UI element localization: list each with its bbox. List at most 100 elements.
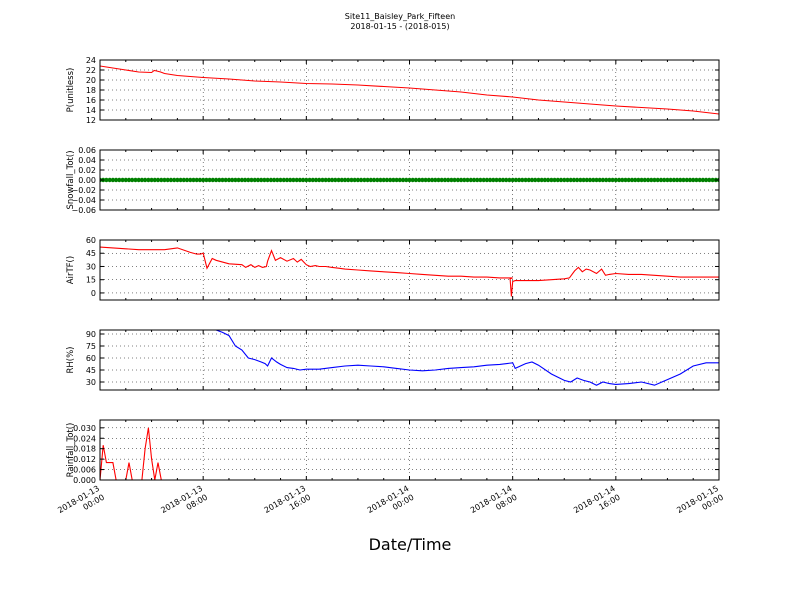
data-point: [671, 177, 677, 183]
data-point: [265, 177, 270, 183]
data-point: [362, 177, 367, 183]
data-point: [668, 177, 673, 183]
y-tick-label: 0.018: [73, 445, 96, 454]
data-point: [413, 177, 419, 183]
data-point: [284, 177, 290, 183]
y-tick-label: 90: [86, 330, 96, 339]
data-point: [139, 177, 145, 183]
data-point: [310, 177, 315, 183]
chart-title: Site11_Baisley_Park_Fifteen: [345, 12, 455, 21]
data-point: [475, 177, 480, 183]
data-point: [110, 177, 116, 183]
data-point: [623, 177, 628, 183]
data-point: [175, 177, 180, 183]
data-point: [194, 177, 199, 183]
y-tick-label: 0.012: [73, 455, 96, 464]
data-point: [107, 177, 112, 183]
data-point: [304, 177, 309, 183]
x-ticks: [99, 240, 720, 300]
data-point: [491, 177, 496, 183]
data-point: [636, 177, 641, 183]
data-point: [581, 177, 586, 183]
data-point: [655, 177, 660, 183]
data-point: [433, 177, 438, 183]
data-point: [520, 177, 525, 183]
data-point: [384, 177, 390, 183]
series-line: [201, 330, 719, 386]
data-point: [404, 177, 409, 183]
data-point: [649, 177, 654, 183]
data-point: [687, 177, 693, 183]
data-point: [397, 177, 402, 183]
data-point: [358, 177, 364, 183]
data-point: [378, 177, 383, 183]
data-point: [417, 177, 422, 183]
y-tick-label: 0.030: [73, 424, 96, 433]
data-point: [513, 177, 519, 183]
data-point: [323, 177, 328, 183]
data-point: [365, 177, 370, 183]
data-point: [420, 177, 425, 183]
data-point: [375, 177, 380, 183]
data-point: [542, 177, 548, 183]
data-point: [642, 177, 647, 183]
data-point: [545, 177, 551, 183]
data-point: [346, 177, 351, 183]
data-point: [262, 177, 267, 183]
data-point: [591, 177, 596, 183]
data-point: [584, 177, 589, 183]
data-point: [213, 177, 219, 183]
data-point: [610, 177, 615, 183]
data-point: [574, 177, 580, 183]
y-tick-label: 0.00: [78, 176, 96, 185]
data-point: [678, 177, 683, 183]
x-axis-label: Date/Time: [369, 535, 452, 554]
data-point: [230, 177, 235, 183]
data-point: [336, 177, 341, 183]
data-point: [126, 177, 132, 183]
data-point: [629, 177, 635, 183]
data-point: [439, 177, 444, 183]
data-point: [500, 177, 506, 183]
data-point: [697, 177, 702, 183]
data-point: [333, 177, 338, 183]
data-point: [449, 177, 454, 183]
x-ticks: [99, 60, 720, 120]
x-ticks: [99, 150, 720, 210]
data-point: [252, 177, 257, 183]
data-point: [339, 177, 344, 183]
data-point: [113, 177, 119, 183]
x-ticks: [99, 420, 720, 480]
data-point: [181, 177, 186, 183]
y-ticks: 0 15 30 45 60: [86, 236, 719, 298]
panel-3: 0 15 30 45 60 AirTF(): [66, 236, 720, 301]
data-point: [259, 177, 264, 183]
data-point: [368, 177, 373, 183]
data-point: [487, 177, 493, 183]
data-point: [142, 177, 148, 183]
data-point: [587, 177, 593, 183]
data-point: [349, 177, 354, 183]
data-point: [526, 177, 531, 183]
y-tick-label: 0.000: [73, 476, 96, 485]
data-point: [165, 177, 170, 183]
y-tick-label: 14: [86, 106, 96, 115]
y-tick-label: −0.04: [71, 196, 96, 205]
data-point: [468, 177, 473, 183]
data-point: [291, 177, 296, 183]
data-point: [510, 177, 515, 183]
y-tick-label: 0.02: [78, 166, 96, 175]
data-point: [130, 177, 135, 183]
data-point: [578, 177, 583, 183]
series-line: [100, 427, 719, 480]
data-point: [594, 177, 599, 183]
data-point: [616, 177, 622, 183]
data-point: [565, 177, 570, 183]
data-point: [307, 177, 312, 183]
panel-4: 30 45 60 75 90 RH(%): [66, 329, 720, 391]
data-point: [329, 177, 335, 183]
